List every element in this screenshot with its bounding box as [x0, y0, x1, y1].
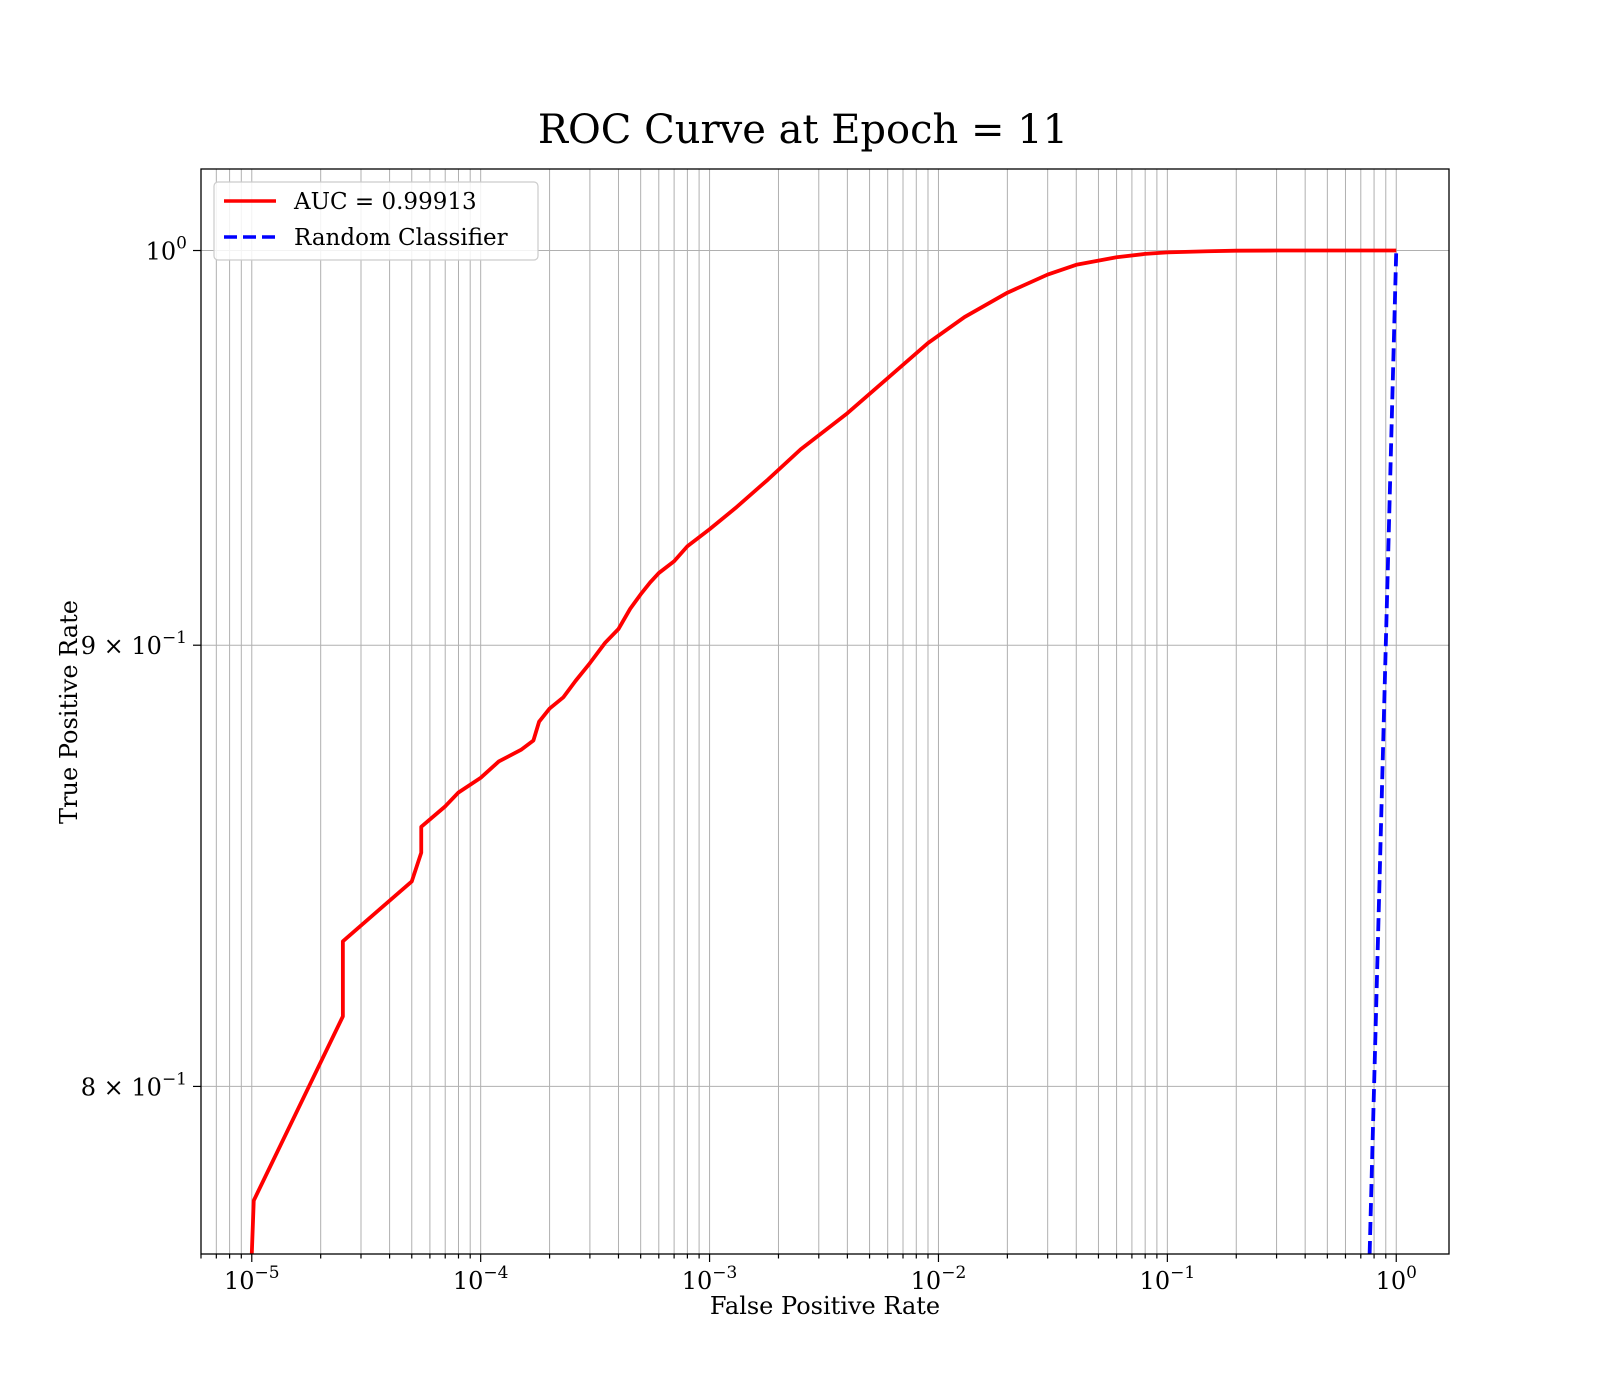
x-axis: 10−5 10−4 10−3 10−2 10−1 100 — [200, 1254, 1417, 1295]
roc-curve-line — [249, 248, 1397, 1254]
y-tick-label: 9 × 10−1 — [81, 628, 187, 660]
grid-lines — [200, 169, 1449, 1254]
plot-frame — [200, 168, 1450, 1255]
x-tick-label: 10−4 — [453, 1263, 509, 1295]
legend-label-auc: AUC = 0.99913 — [293, 189, 477, 215]
y-tick-label: 8 × 10−1 — [81, 1069, 187, 1101]
y-tick-label: 100 — [146, 234, 187, 266]
x-tick-label: 10−5 — [224, 1263, 280, 1295]
x-axis-label: False Positive Rate — [710, 1292, 940, 1320]
x-tick-label: 10−1 — [1140, 1263, 1196, 1295]
chart-title: ROC Curve at Epoch = 11 — [538, 107, 1068, 153]
y-axis: 100 9 × 10−1 8 × 10−1 — [81, 234, 201, 1101]
legend: AUC = 0.99913 Random Classifier — [213, 181, 539, 261]
random-classifier-line — [1367, 250, 1399, 1254]
y-axis-label: True Positive Rate — [55, 600, 83, 824]
x-tick-label: 10−2 — [911, 1263, 967, 1295]
legend-box — [213, 181, 539, 261]
legend-label-random-classifier: Random Classifier — [294, 225, 508, 251]
plot-series — [249, 248, 1399, 1254]
x-tick-label: 100 — [1376, 1263, 1417, 1295]
x-tick-label: 10−3 — [682, 1263, 738, 1295]
